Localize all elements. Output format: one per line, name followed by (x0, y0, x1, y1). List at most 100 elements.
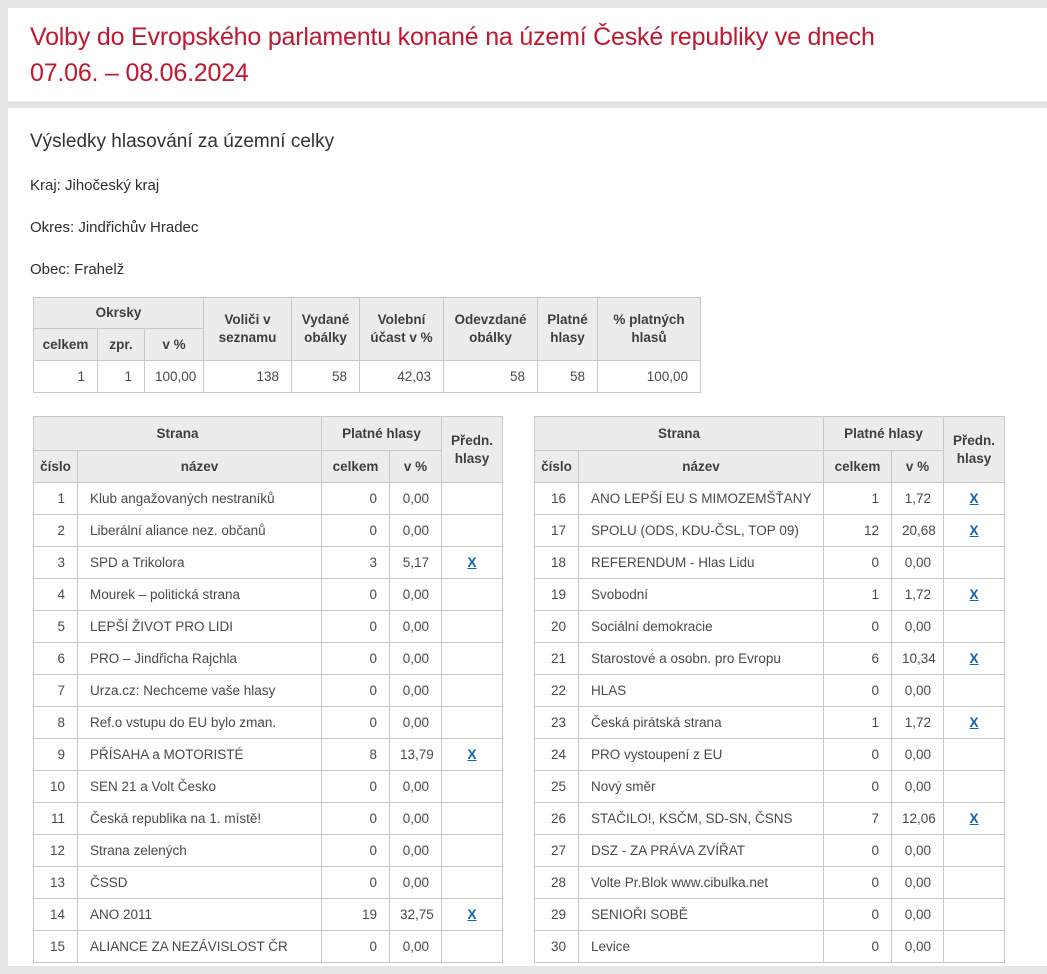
party-number: 20 (534, 610, 580, 643)
party-name: Urza.cz: Nechceme vaše hlasy (77, 674, 322, 707)
header-strana: Strana (33, 416, 322, 451)
party-votes-total: 0 (823, 546, 893, 579)
party-number: 3 (33, 546, 78, 579)
header-predn-hlasy: Předn. hlasy (943, 416, 1006, 483)
party-votes-total: 6 (823, 642, 893, 675)
party-row: 30 Levice 0 0,00 (534, 930, 1006, 963)
party-votes-total: 0 (321, 642, 390, 675)
party-name: LEPŠÍ ŽIVOT PRO LIDI (77, 610, 322, 643)
party-votes-total: 0 (823, 866, 893, 899)
party-name: HLAS (578, 674, 825, 707)
party-votes-total: 0 (321, 578, 390, 611)
summary-value: 58 (537, 360, 598, 393)
header-cislo: číslo (534, 450, 580, 483)
region-obec: Obec: Frahelž (30, 261, 125, 278)
party-name: Svobodní (578, 578, 825, 611)
preferential-votes-link[interactable]: X (969, 587, 979, 602)
party-name: Mourek – politická strana (77, 578, 322, 611)
party-pref-cell (943, 738, 1006, 771)
party-row: 25 Nový směr 0 0,00 (534, 770, 1006, 803)
party-name: PŘÍSAHA a MOTORISTÉ (77, 738, 322, 771)
party-row: 2 Liberální aliance nez. občanů 0 0,00 (33, 514, 504, 547)
party-votes-total: 0 (823, 930, 893, 963)
divider (8, 101, 1047, 108)
party-name: Starostové a osobn. pro Evropu (578, 642, 825, 675)
party-votes-pct: 0,00 (891, 898, 945, 931)
preferential-votes-link[interactable]: X (467, 747, 477, 762)
party-pref-cell (441, 770, 504, 803)
party-name: Klub angažovaných nestraníků (77, 482, 322, 515)
party-row: 12 Strana zelených 0 0,00 (33, 834, 504, 867)
party-name: ANO 2011 (77, 898, 322, 931)
preferential-votes-link[interactable]: X (969, 715, 979, 730)
party-pref-cell (441, 834, 504, 867)
party-pref-cell (943, 930, 1006, 963)
party-number: 12 (33, 834, 78, 867)
header-okrsky-zpr: zpr. (97, 328, 145, 361)
party-row: 9 PŘÍSAHA a MOTORISTÉ 8 13,79 X (33, 738, 504, 771)
party-pref-cell (441, 642, 504, 675)
party-table-left: Strana Platné hlasy Předn. hlasy číslo n… (33, 416, 504, 963)
party-votes-pct: 0,00 (388, 674, 443, 707)
party-name: Česká republika na 1. místě! (77, 802, 322, 835)
party-pref-cell (441, 930, 504, 963)
header-celkem: celkem (823, 450, 893, 483)
party-number: 13 (33, 866, 78, 899)
header-platne-hlasy: Platné hlasy (537, 297, 598, 361)
party-name: PRO vystoupení z EU (578, 738, 825, 771)
party-votes-pct: 0,00 (388, 642, 443, 675)
party-votes-pct: 0,00 (388, 706, 443, 739)
party-number: 24 (534, 738, 580, 771)
party-row: 1 Klub angažovaných nestraníků 0 0,00 (33, 482, 504, 515)
party-row: 14 ANO 2011 19 32,75 X (33, 898, 504, 931)
party-number: 14 (33, 898, 78, 931)
preferential-votes-link[interactable]: X (969, 651, 979, 666)
preferential-votes-link[interactable]: X (467, 907, 477, 922)
preferential-votes-link[interactable]: X (467, 555, 477, 570)
party-pref-cell (441, 610, 504, 643)
party-pref-cell (943, 610, 1006, 643)
party-votes-pct: 32,75 (388, 898, 443, 931)
party-name: Ref.o vstupu do EU bylo zman. (77, 706, 322, 739)
party-votes-pct: 0,00 (891, 930, 945, 963)
party-row: 22 HLAS 0 0,00 (534, 674, 1006, 707)
header-volebni-ucast: Volební účast v % (359, 297, 444, 361)
party-votes-total: 0 (321, 866, 390, 899)
party-votes-pct: 0,00 (388, 578, 443, 611)
party-row: 7 Urza.cz: Nechceme vaše hlasy 0 0,00 (33, 674, 504, 707)
party-name: ČSSD (77, 866, 322, 899)
party-votes-total: 0 (321, 834, 390, 867)
party-row: 8 Ref.o vstupu do EU bylo zman. 0 0,00 (33, 706, 504, 739)
page-title: Volby do Evropského parlamentu konané na… (8, 8, 1020, 91)
party-votes-total: 0 (823, 834, 893, 867)
header-odevzdane-obalky: Odevzdané obálky (443, 297, 538, 361)
party-name: SENIOŘI SOBĚ (578, 898, 825, 931)
preferential-votes-link[interactable]: X (969, 811, 979, 826)
party-row: 3 SPD a Trikolora 3 5,17 X (33, 546, 504, 579)
party-name: ANO LEPŠÍ EU S MIMOZEMŠŤANY (578, 482, 825, 515)
party-table-right: Strana Platné hlasy Předn. hlasy číslo n… (534, 416, 1006, 963)
party-number: 21 (534, 642, 580, 675)
preferential-votes-link[interactable]: X (969, 491, 979, 506)
party-name: Česká pirátská strana (578, 706, 825, 739)
party-votes-pct: 0,00 (891, 610, 945, 643)
region-kraj: Kraj: Jihočeský kraj (30, 177, 160, 194)
party-votes-pct: 0,00 (388, 834, 443, 867)
party-row: 11 Česká republika na 1. místě! 0 0,00 (33, 802, 504, 835)
header-okrsky-v-pct: v % (144, 328, 204, 361)
party-number: 11 (33, 802, 78, 835)
party-row: 21 Starostové a osobn. pro Evropu 6 10,34 X (534, 642, 1006, 675)
party-pref-cell: X (441, 546, 504, 579)
party-votes-total: 0 (321, 482, 390, 515)
header-pct-platnych-hlasu: % platných hlasů (597, 297, 701, 361)
party-number: 4 (33, 578, 78, 611)
section-title: Výsledky hlasování za územní celky (30, 131, 335, 152)
party-pref-cell: X (943, 706, 1006, 739)
party-number: 30 (534, 930, 580, 963)
party-pref-cell (943, 770, 1006, 803)
party-name: SPD a Trikolora (77, 546, 322, 579)
turnout-summary-table: Okrsky Voliči v seznamu Vydané obálky Vo… (33, 297, 701, 393)
preferential-votes-link[interactable]: X (969, 523, 979, 538)
party-row: 23 Česká pirátská strana 1 1,72 X (534, 706, 1006, 739)
party-votes-total: 0 (823, 674, 893, 707)
